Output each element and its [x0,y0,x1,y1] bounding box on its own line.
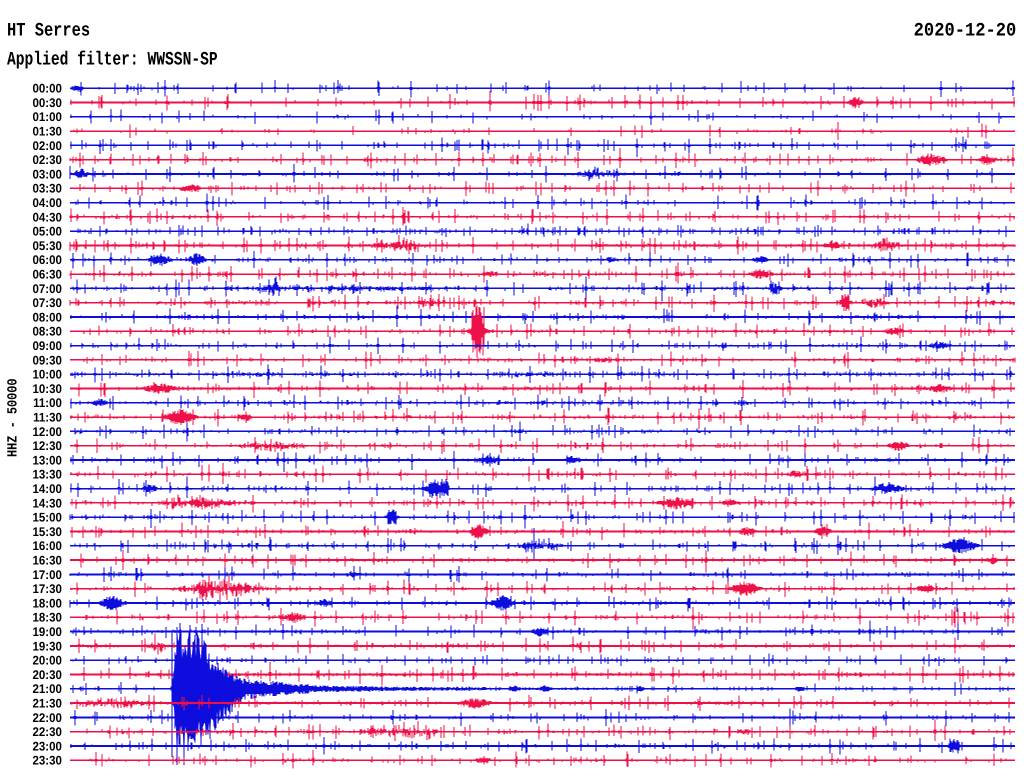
svg-text:09:30: 09:30 [32,353,61,367]
svg-text:08:30: 08:30 [32,325,61,339]
svg-text:04:30: 04:30 [32,210,61,224]
svg-text:23:30: 23:30 [32,754,61,768]
svg-text:09:00: 09:00 [32,339,61,353]
svg-text:17:30: 17:30 [32,582,61,596]
svg-text:19:00: 19:00 [32,625,61,639]
svg-text:18:00: 18:00 [32,596,61,610]
svg-text:Applied filter: WWSSN-SP: Applied filter: WWSSN-SP [7,49,218,71]
svg-text:21:00: 21:00 [32,682,61,696]
svg-text:06:30: 06:30 [32,268,61,282]
svg-text:03:30: 03:30 [32,182,61,196]
svg-text:04:00: 04:00 [32,196,61,210]
svg-text:16:30: 16:30 [32,554,61,568]
svg-text:11:30: 11:30 [33,411,62,425]
svg-text:14:00: 14:00 [32,482,61,496]
svg-text:18:30: 18:30 [32,611,61,625]
svg-text:17:00: 17:00 [32,568,61,582]
svg-text:02:30: 02:30 [32,153,61,167]
svg-text:07:30: 07:30 [32,296,61,310]
svg-text:05:00: 05:00 [32,225,61,239]
svg-text:HT Serres: HT Serres [7,20,90,42]
svg-text:22:30: 22:30 [32,725,61,739]
svg-text:15:30: 15:30 [32,525,61,539]
svg-text:10:00: 10:00 [32,368,61,382]
svg-text:13:00: 13:00 [32,453,61,467]
svg-text:16:00: 16:00 [32,539,61,553]
svg-text:HHZ - 50000: HHZ - 50000 [6,378,22,457]
svg-text:00:00: 00:00 [32,82,61,96]
svg-text:03:00: 03:00 [32,167,61,181]
svg-text:23:00: 23:00 [32,739,61,753]
svg-text:00:30: 00:30 [32,96,61,110]
svg-text:22:00: 22:00 [32,711,61,725]
svg-text:08:00: 08:00 [32,310,61,324]
svg-text:20:00: 20:00 [32,654,61,668]
svg-text:21:30: 21:30 [32,697,61,711]
svg-text:13:30: 13:30 [32,468,61,482]
svg-text:06:00: 06:00 [32,253,61,267]
svg-text:10:30: 10:30 [32,382,61,396]
svg-text:01:00: 01:00 [32,110,61,124]
svg-text:07:00: 07:00 [32,282,61,296]
svg-text:19:30: 19:30 [32,639,61,653]
svg-text:02:00: 02:00 [32,139,61,153]
svg-text:12:00: 12:00 [32,425,61,439]
svg-text:11:00: 11:00 [33,396,62,410]
svg-text:05:30: 05:30 [32,239,61,253]
svg-text:15:00: 15:00 [32,511,61,525]
svg-text:01:30: 01:30 [32,125,61,139]
svg-text:20:30: 20:30 [32,668,61,682]
svg-text:2020-12-20: 2020-12-20 [914,20,1017,42]
svg-text:12:30: 12:30 [32,439,61,453]
svg-text:14:30: 14:30 [32,496,61,510]
